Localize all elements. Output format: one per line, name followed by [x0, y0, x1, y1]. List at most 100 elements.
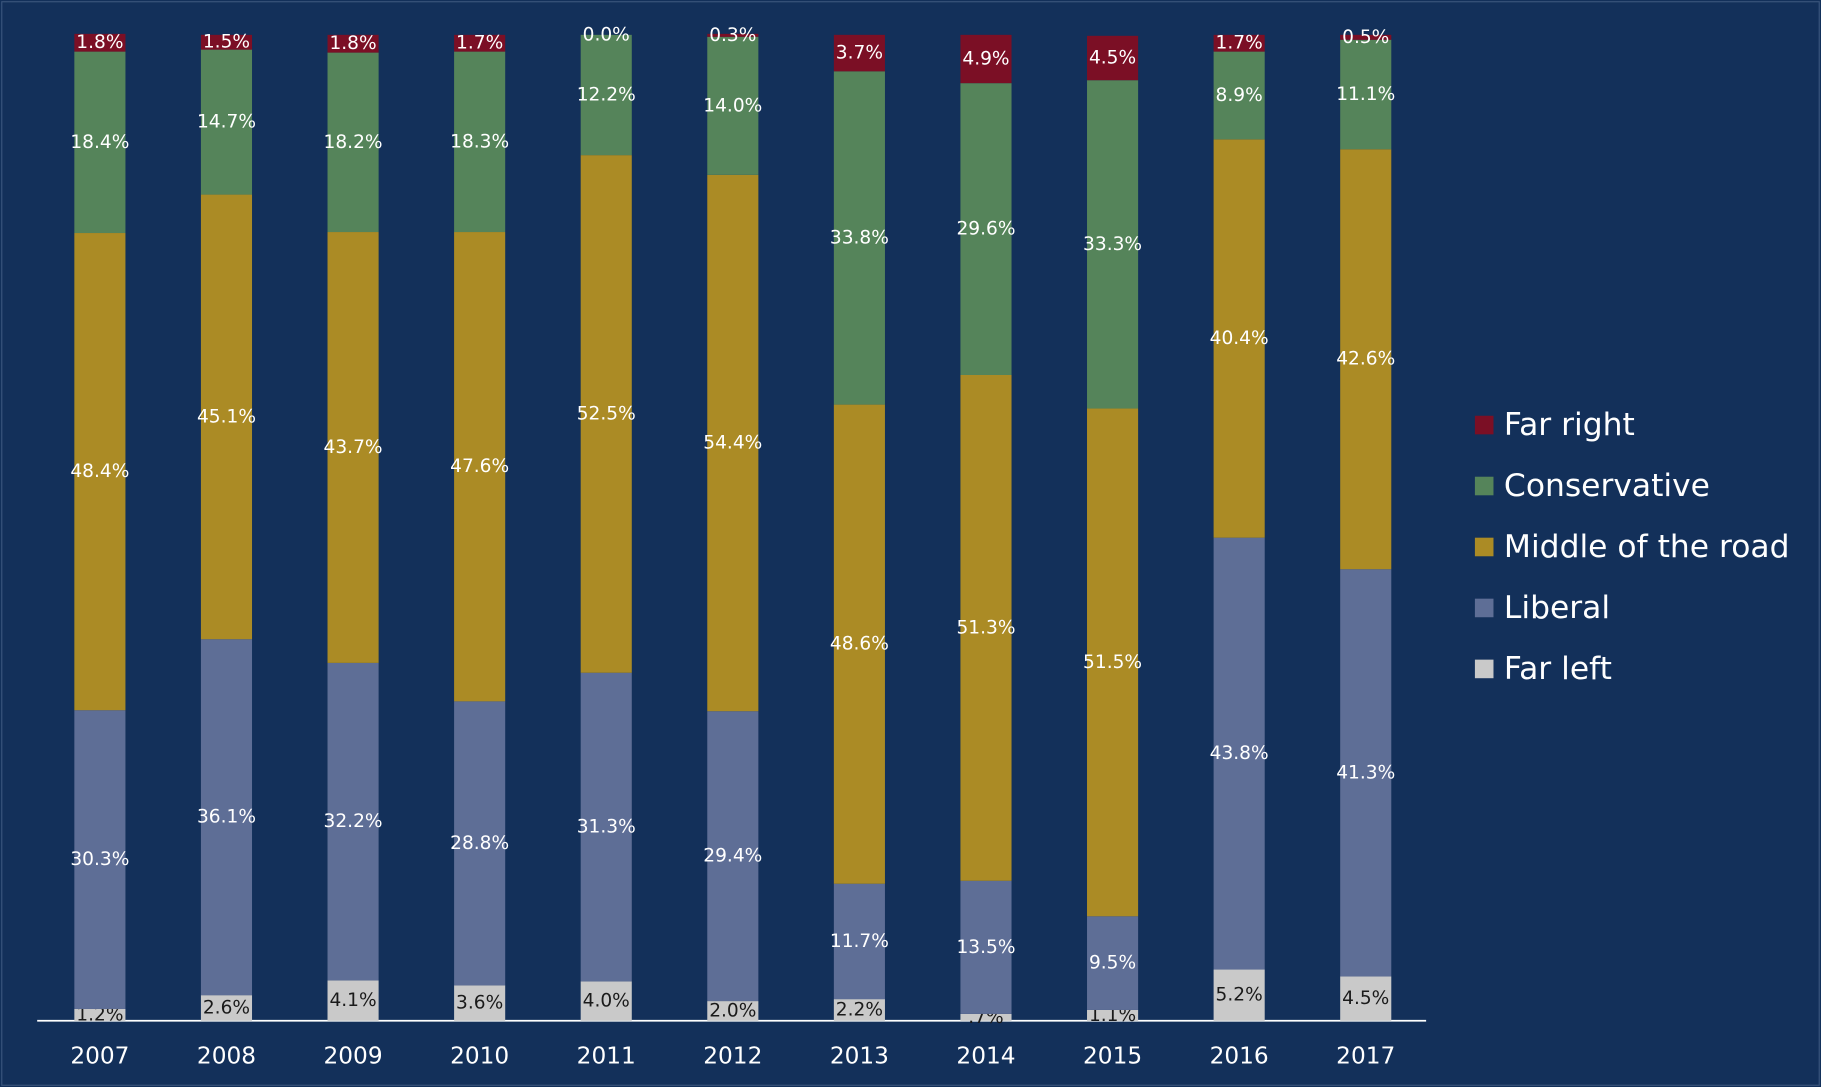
bar-segment — [960, 83, 1012, 375]
bar-segment — [1087, 1009, 1139, 1021]
bar-segment — [1087, 35, 1139, 81]
bar-segment — [707, 711, 759, 1002]
bar-segment — [454, 34, 506, 52]
data-label: 1.8% — [329, 33, 376, 54]
data-label: 1.7% — [456, 33, 503, 54]
x-tick-label: 2007 — [70, 1042, 129, 1069]
bar-segment — [707, 174, 759, 712]
legend-label: Far right — [1504, 407, 1635, 443]
x-tick-label: 2016 — [1210, 1042, 1269, 1069]
bar-segment — [200, 639, 253, 996]
bar-segment — [200, 49, 253, 195]
data-label: 43.8% — [1210, 743, 1269, 764]
data-label: 4.1% — [329, 990, 376, 1011]
legend-swatch — [1474, 415, 1494, 435]
bar-segment — [960, 34, 1012, 84]
bar-segment — [1213, 969, 1265, 1021]
x-tick-label: 2008 — [197, 1042, 256, 1069]
data-label: 2.0% — [709, 1000, 756, 1021]
data-label: 54.4% — [703, 433, 762, 454]
data-label: 5.2% — [1216, 985, 1263, 1006]
data-label: 1.8% — [76, 32, 123, 53]
bar-segment — [327, 980, 379, 1021]
data-label: 9.5% — [1089, 953, 1136, 974]
bar-segment — [200, 34, 253, 50]
bar-segment — [454, 232, 506, 702]
bar-segment — [1087, 408, 1139, 917]
bar-segment — [327, 34, 379, 53]
legend-swatch — [1474, 659, 1494, 679]
bar-segment — [580, 34, 632, 156]
bar-segment — [1087, 916, 1139, 1010]
data-label: 4.5% — [1089, 48, 1136, 69]
bar-segment — [327, 232, 379, 663]
x-tick-label: 2013 — [830, 1042, 889, 1069]
legend-swatch — [1474, 476, 1494, 496]
bar-segment — [960, 374, 1012, 881]
data-label: 28.8% — [450, 833, 509, 854]
bar-segment — [454, 985, 506, 1021]
data-label: 33.8% — [830, 227, 889, 248]
data-label: 48.6% — [830, 634, 889, 655]
data-label: 30.3% — [70, 849, 129, 870]
x-tick-label: 2017 — [1336, 1042, 1395, 1069]
data-label: 14.0% — [703, 95, 762, 116]
bar-segment — [1087, 80, 1139, 409]
data-label: 2.2% — [836, 999, 883, 1020]
data-label: 36.1% — [197, 807, 256, 828]
data-label: 3.6% — [456, 993, 503, 1014]
data-label: 0.0% — [583, 24, 630, 45]
x-tick-label: 2012 — [703, 1042, 762, 1069]
data-label: 13.5% — [956, 937, 1015, 958]
data-label: 12.2% — [577, 84, 636, 105]
legend-label: Far left — [1504, 651, 1612, 687]
x-tick-label: 2009 — [324, 1042, 383, 1069]
data-label: 0.3% — [709, 25, 756, 46]
x-tick-label: 2015 — [1083, 1042, 1142, 1069]
data-label: 1.7% — [1216, 33, 1263, 54]
data-label: 2.6% — [203, 997, 250, 1018]
bar-segment — [833, 883, 885, 1000]
data-label: 51.3% — [956, 617, 1015, 638]
data-label: 52.5% — [577, 403, 636, 424]
data-label: 4.9% — [962, 48, 1009, 69]
data-label: 31.3% — [577, 817, 636, 838]
bar-segment — [1340, 149, 1392, 570]
bar-segment — [960, 880, 1012, 1014]
bar-segment — [707, 1001, 759, 1021]
data-label: 18.4% — [70, 132, 129, 153]
legend-label: Middle of the road — [1504, 529, 1790, 565]
bar-segment — [580, 981, 632, 1021]
bar-segment — [74, 1008, 126, 1021]
legend-swatch — [1474, 537, 1494, 557]
data-label: 45.1% — [197, 406, 256, 427]
data-label: 1.1% — [1089, 1005, 1136, 1026]
data-label: 42.6% — [1336, 349, 1395, 370]
data-label: 48.4% — [70, 461, 129, 482]
bar-segment — [1340, 569, 1392, 977]
data-label: 33.3% — [1083, 234, 1142, 255]
data-label: 4.5% — [1342, 988, 1389, 1009]
bar-segment — [580, 672, 632, 982]
bar-segment — [454, 51, 506, 233]
bar-segment — [833, 404, 885, 884]
bar-segment — [1340, 34, 1392, 40]
bar-segment — [74, 51, 126, 234]
data-label: 43.7% — [324, 437, 383, 458]
data-label: 18.3% — [450, 131, 509, 152]
bar-segment — [1213, 34, 1265, 52]
x-tick-label: 2011 — [577, 1042, 636, 1069]
data-label: 1.5% — [203, 32, 250, 53]
data-label: 32.2% — [324, 811, 383, 832]
bar-segment — [833, 71, 885, 405]
data-label: 29.6% — [956, 219, 1015, 240]
bar-segment — [833, 34, 885, 72]
data-label: 47.6% — [450, 456, 509, 477]
data-label: 51.5% — [1083, 652, 1142, 673]
bar-segment — [833, 999, 885, 1021]
bar-segment — [327, 662, 379, 981]
data-label: 40.4% — [1210, 328, 1269, 349]
